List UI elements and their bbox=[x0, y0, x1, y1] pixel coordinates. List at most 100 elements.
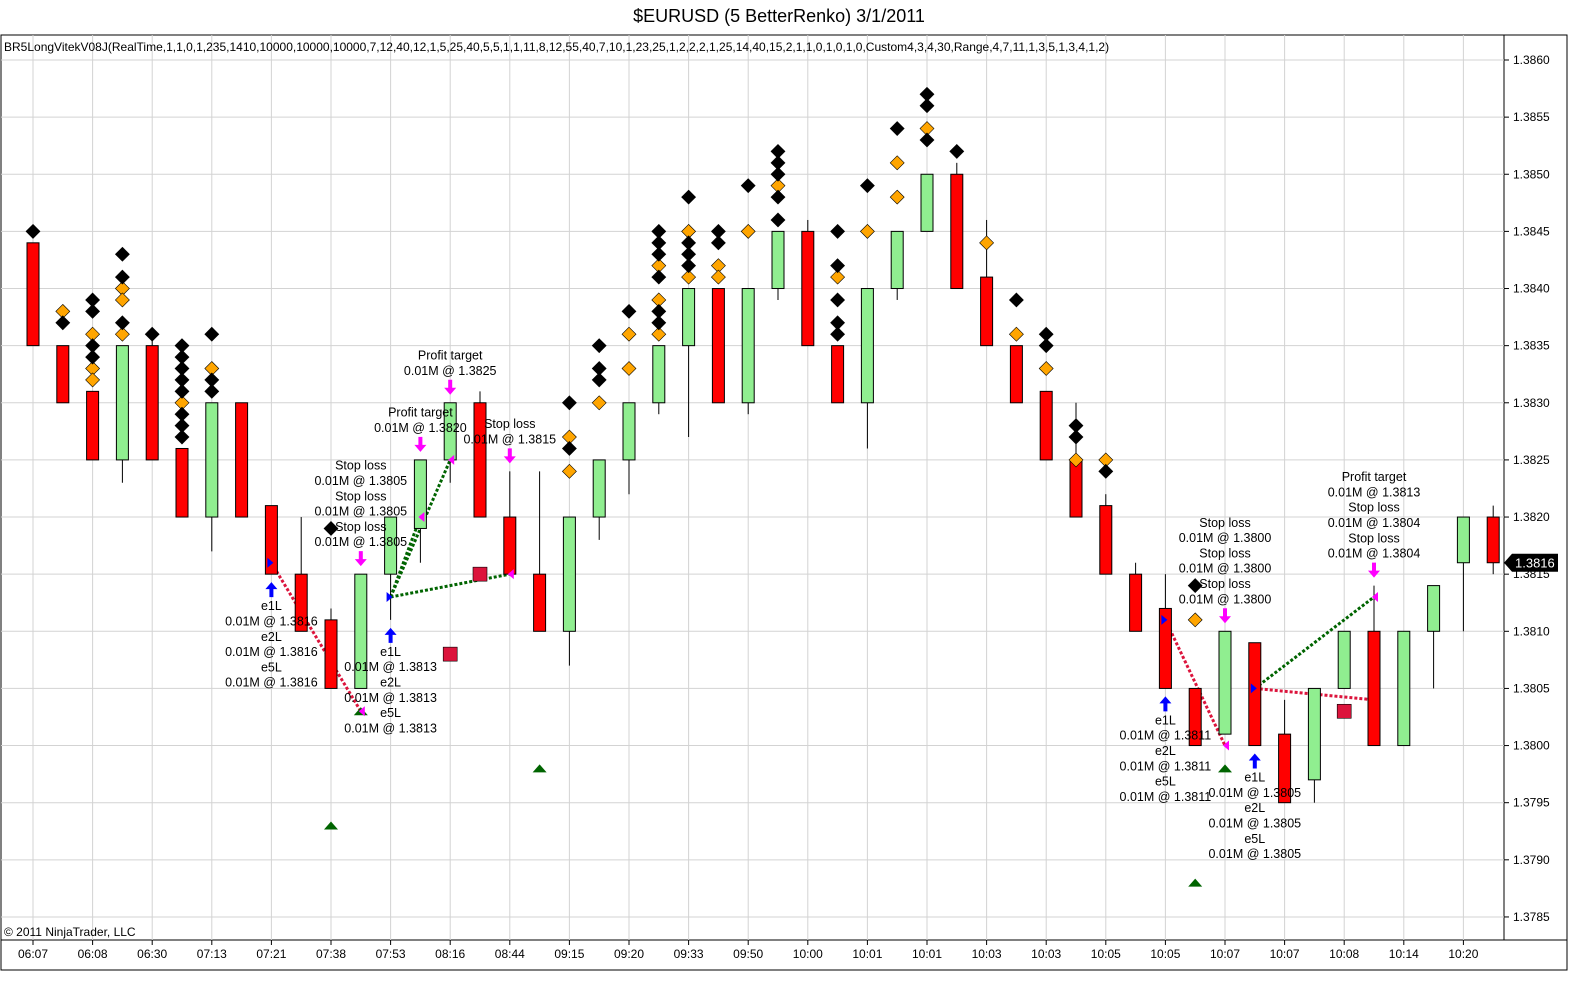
up-candle bbox=[354, 573, 368, 689]
y-tick-label: 1.3830 bbox=[1513, 396, 1550, 410]
entry-arrow-icon bbox=[384, 627, 397, 643]
down-candle bbox=[980, 276, 994, 347]
y-tick-label: 1.3810 bbox=[1513, 624, 1550, 638]
entry-label: e5L bbox=[1155, 775, 1176, 789]
black-diamond bbox=[1098, 463, 1114, 479]
time-axis[interactable]: 06:07 06:08 06:30 07:13 07:21 07:38 07:53 08:16… bbox=[18, 940, 1479, 961]
orange-diamond bbox=[561, 463, 577, 479]
black-diamond bbox=[651, 246, 667, 262]
black-diamond bbox=[830, 223, 846, 239]
price-axis[interactable]: 1.3860 1.3855 1.3850 1.3845 1.3840 1.3835 1.38… bbox=[1504, 53, 1550, 924]
current-price-value: 1.3816 bbox=[1515, 556, 1555, 571]
entry-label: e2L bbox=[1155, 744, 1176, 758]
entry-marker bbox=[267, 557, 274, 568]
x-tick-label: 09:50 bbox=[733, 947, 763, 961]
up-candle bbox=[1456, 516, 1470, 564]
entry-label: e5L bbox=[1244, 832, 1265, 846]
y-tick-label: 1.3805 bbox=[1513, 681, 1550, 695]
orange-diamond bbox=[621, 361, 637, 376]
x-tick-label: 07:13 bbox=[197, 947, 227, 961]
x-tick-label: 06:07 bbox=[18, 947, 48, 961]
green-triangle bbox=[1218, 764, 1232, 773]
x-tick-label: 10:07 bbox=[1210, 947, 1240, 961]
y-tick-label: 1.3785 bbox=[1513, 910, 1550, 924]
up-candle bbox=[860, 288, 874, 404]
black-diamond bbox=[561, 395, 577, 411]
orange-diamond bbox=[1008, 326, 1024, 342]
down-candle bbox=[503, 516, 517, 575]
black-diamond bbox=[830, 292, 846, 308]
exit-marker bbox=[1223, 740, 1229, 751]
y-tick-label: 1.3800 bbox=[1513, 739, 1550, 753]
up-candle bbox=[384, 516, 398, 575]
y-tick-label: 1.3855 bbox=[1513, 110, 1550, 124]
entry-label: 0.01M @ 1.3813 bbox=[344, 691, 437, 705]
black-diamond bbox=[174, 383, 190, 399]
down-candle bbox=[145, 345, 159, 461]
black-diamond bbox=[651, 269, 667, 285]
trade-lines bbox=[270, 459, 1375, 747]
x-tick-label: 10:00 bbox=[793, 947, 823, 961]
orange-diamond bbox=[1187, 612, 1203, 628]
down-candle bbox=[56, 345, 70, 404]
orange-diamond bbox=[114, 292, 130, 308]
down-candle bbox=[1367, 630, 1381, 747]
exit-arrow-icon bbox=[354, 551, 367, 567]
orange-diamond bbox=[591, 395, 607, 411]
copyright: © 2011 NinjaTrader, LLC bbox=[4, 925, 136, 939]
exit-label: Profit target bbox=[1342, 470, 1407, 484]
entry-label: 0.01M @ 1.3813 bbox=[344, 660, 437, 674]
entry-label: 0.01M @ 1.3813 bbox=[344, 721, 437, 735]
black-diamond bbox=[25, 223, 41, 239]
x-tick-label: 09:15 bbox=[554, 947, 584, 961]
x-tick-label: 10:05 bbox=[1091, 947, 1121, 961]
up-candle bbox=[1218, 630, 1232, 735]
down-candle bbox=[1188, 687, 1202, 747]
exit-marker bbox=[1372, 592, 1378, 603]
green-triangle bbox=[1188, 878, 1203, 887]
black-diamond bbox=[85, 303, 101, 319]
exit-label: Profit target bbox=[388, 406, 453, 420]
up-candle bbox=[920, 173, 934, 232]
black-diamond bbox=[55, 315, 71, 331]
black-diamond bbox=[114, 269, 130, 285]
y-tick-label: 1.3795 bbox=[1513, 796, 1550, 810]
entry-label: 0.01M @ 1.3811 bbox=[1120, 759, 1212, 773]
entry-label: e2L bbox=[261, 630, 282, 644]
y-tick-label: 1.3845 bbox=[1513, 224, 1550, 238]
exit-marker bbox=[418, 512, 425, 523]
exit-label: Stop loss bbox=[335, 489, 386, 503]
y-tick-label: 1.3825 bbox=[1513, 453, 1550, 467]
crimson-square bbox=[442, 646, 458, 662]
black-diamond bbox=[1008, 292, 1024, 308]
black-diamond bbox=[681, 258, 697, 274]
entry-label: 0.01M @ 1.3805 bbox=[1208, 786, 1301, 800]
down-candle bbox=[1486, 516, 1500, 564]
x-tick-label: 10:08 bbox=[1329, 947, 1359, 961]
crimson-square bbox=[472, 566, 488, 582]
down-candle bbox=[324, 619, 338, 689]
entry-label: e2L bbox=[380, 675, 401, 689]
exit-marker bbox=[358, 706, 365, 717]
black-diamond bbox=[1187, 578, 1203, 594]
orange-diamond bbox=[889, 155, 905, 171]
entry-label: 0.01M @ 1.3816 bbox=[225, 645, 318, 659]
green-triangle bbox=[324, 821, 338, 830]
black-diamond bbox=[949, 143, 965, 159]
exit-label: Stop loss bbox=[335, 459, 386, 473]
orange-diamond bbox=[681, 269, 697, 285]
orange-diamond bbox=[1068, 452, 1084, 468]
candles bbox=[26, 162, 1500, 804]
black-diamond bbox=[740, 178, 756, 194]
exit-label: 0.01M @ 1.3813 bbox=[1328, 485, 1421, 499]
exit-arrow-icon bbox=[1219, 608, 1231, 624]
black-diamond bbox=[621, 303, 637, 319]
exit-label: 0.01M @ 1.3804 bbox=[1328, 516, 1421, 530]
x-tick-label: 10:03 bbox=[972, 947, 1002, 961]
black-diamond bbox=[114, 315, 130, 331]
down-candle bbox=[711, 288, 725, 404]
exit-label: 0.01M @ 1.3825 bbox=[404, 364, 497, 378]
down-candle bbox=[1099, 505, 1113, 575]
exit-arrow-icon bbox=[1368, 562, 1380, 578]
